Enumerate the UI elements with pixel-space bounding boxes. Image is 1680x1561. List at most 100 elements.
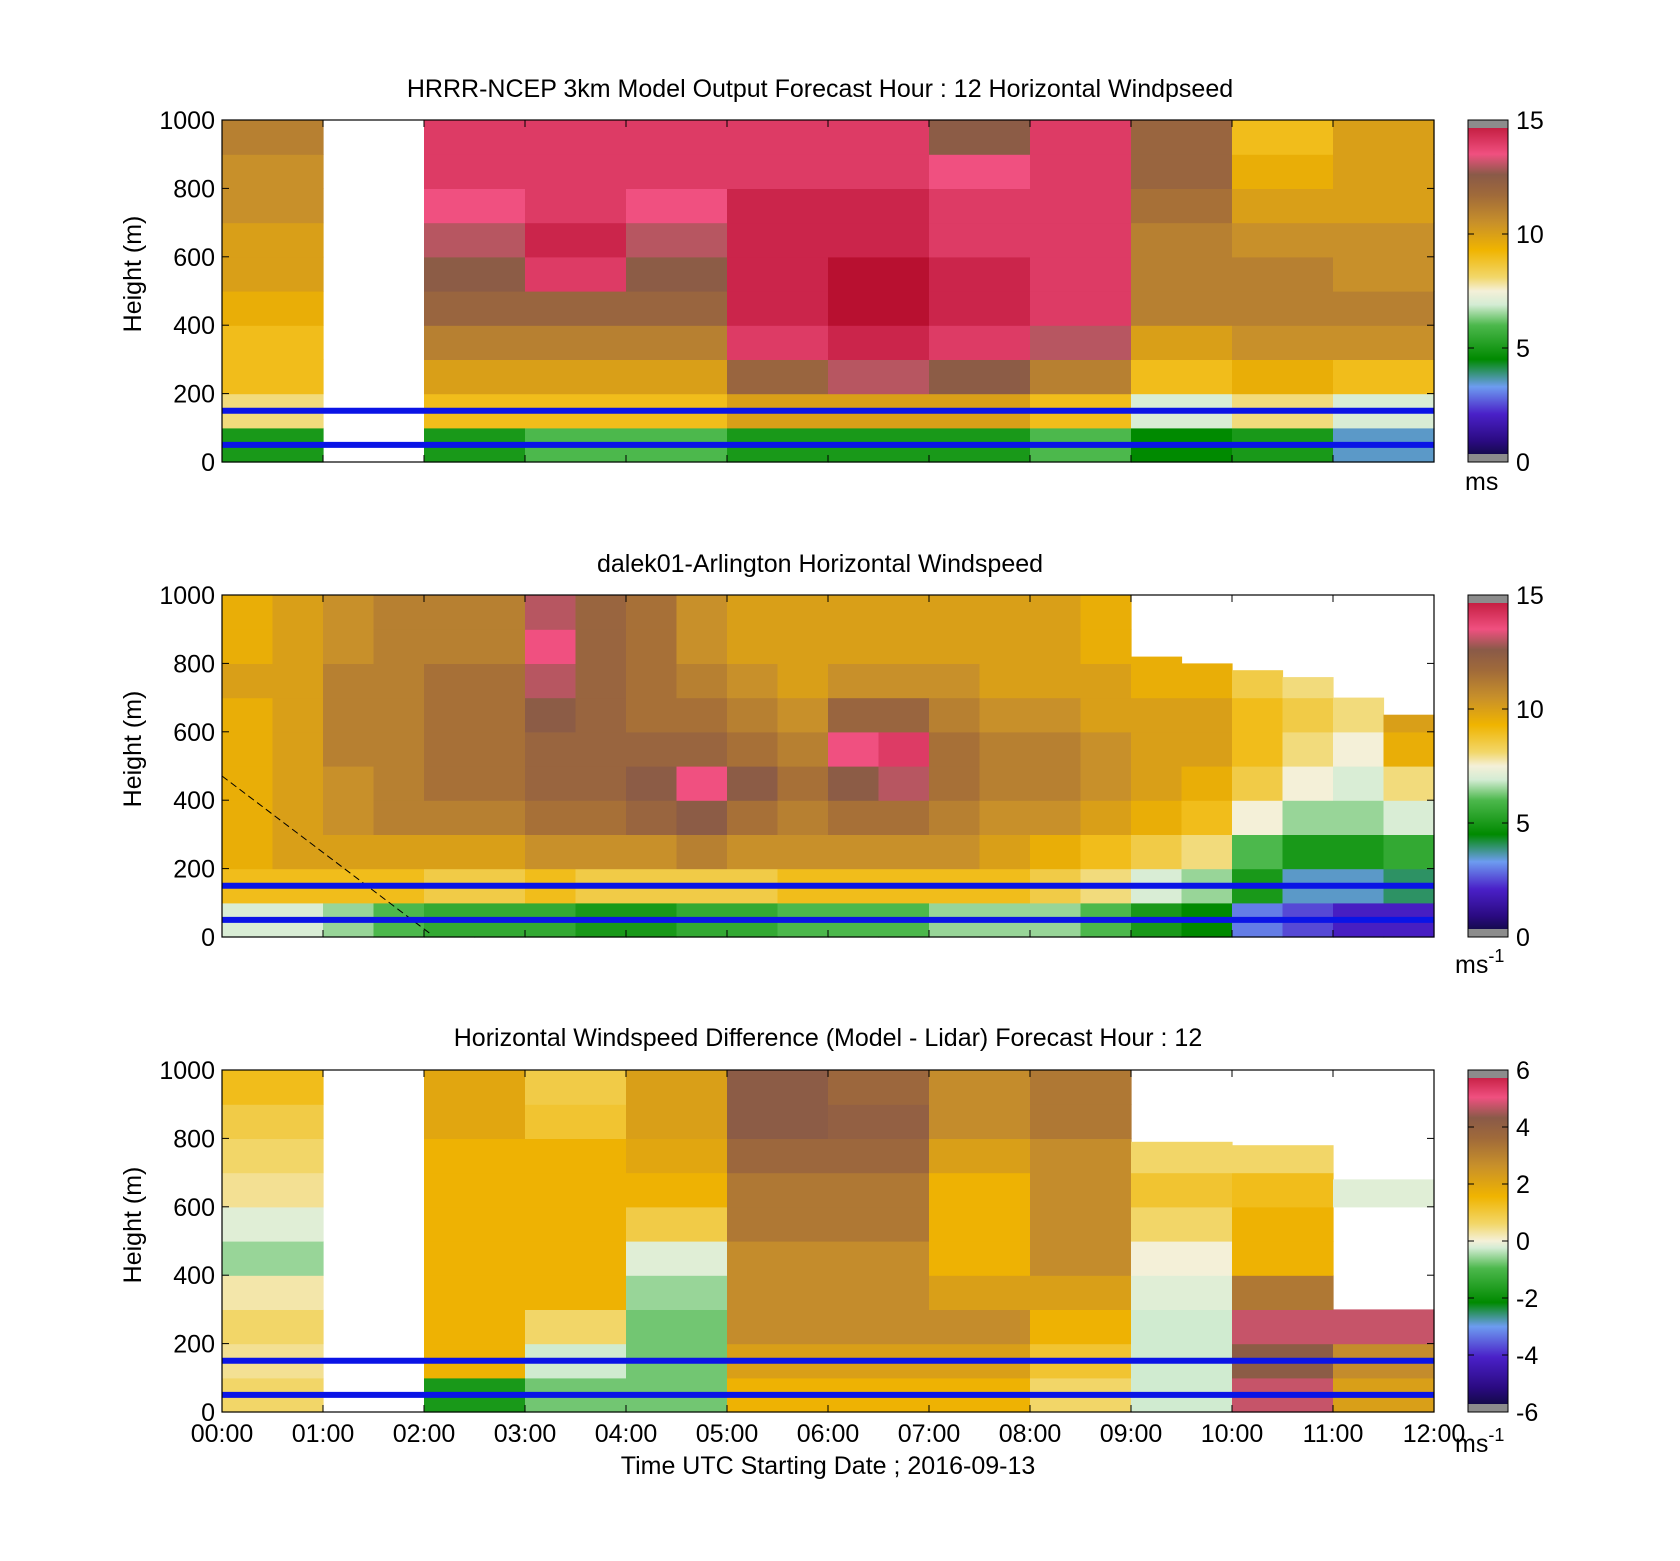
x-tick-label: 01:00 xyxy=(292,1420,355,1448)
heatmap-cell xyxy=(373,731,425,767)
heatmap-cell xyxy=(828,188,930,224)
heatmap-cell xyxy=(727,1070,829,1105)
x-tick-label: 05:00 xyxy=(696,1420,759,1448)
heatmap-cell xyxy=(626,834,678,870)
heatmap-cell xyxy=(626,663,678,699)
heatmap-cell xyxy=(1232,1275,1334,1310)
heatmap-cell xyxy=(525,595,577,630)
heatmap-cell xyxy=(727,834,779,870)
heatmap-cell xyxy=(1181,800,1233,835)
heatmap-cell xyxy=(1030,1206,1132,1242)
heatmap-cell xyxy=(1030,595,1082,630)
heatmap-cell xyxy=(1333,834,1385,870)
heatmap-cell xyxy=(424,154,526,189)
heatmap-cell xyxy=(1030,325,1132,360)
heatmap-cell xyxy=(1131,766,1183,801)
heatmap-cell xyxy=(929,1070,1031,1105)
heatmap-cell xyxy=(525,1206,627,1242)
panel-lidar-axes: 0 200 400 600 800 1000 xyxy=(159,582,1435,952)
heatmap-cell xyxy=(979,834,1031,870)
heatmap-cell xyxy=(222,291,324,326)
heatmap-cell xyxy=(1131,1206,1233,1242)
heatmap-cell xyxy=(222,1138,324,1174)
heatmap-cell xyxy=(727,325,829,360)
panel-lidar-title: dalek01-Arlington Horizontal Windspeed xyxy=(597,550,1043,578)
heatmap-cell xyxy=(1030,1275,1132,1310)
heatmap-cell xyxy=(676,663,728,699)
y-tick-label: 800 xyxy=(173,175,215,203)
heatmap-cell xyxy=(474,629,526,664)
heatmap-cell xyxy=(424,1104,526,1139)
heatmap-cell xyxy=(929,731,981,767)
heatmap-cell xyxy=(1232,222,1334,258)
colorbar-frame xyxy=(1467,119,1509,463)
colorbar-frame xyxy=(1467,594,1509,938)
heatmap-cell xyxy=(222,1275,324,1310)
heatmap-cell xyxy=(1333,222,1435,258)
heatmap-cell xyxy=(727,256,829,292)
heatmap-cell xyxy=(979,629,1031,664)
heatmap-cell xyxy=(1232,325,1334,360)
heatmap-cell xyxy=(727,1104,829,1139)
heatmap-cell xyxy=(626,697,678,733)
heatmap-cell xyxy=(727,154,829,189)
heatmap-cell xyxy=(525,1241,627,1276)
heatmap-cell xyxy=(727,1275,829,1310)
heatmap-cell xyxy=(727,697,779,733)
colorbar-tick-label: 4 xyxy=(1516,1114,1530,1142)
heatmap-cell xyxy=(222,1172,324,1208)
colorbar-gradient xyxy=(1468,1070,1508,1412)
heatmap-cell xyxy=(1030,188,1132,224)
heatmap-cell xyxy=(1232,120,1334,155)
heatmap-cell xyxy=(1080,697,1132,733)
heatmap-cell xyxy=(828,1104,930,1139)
heatmap-cell xyxy=(1181,697,1233,733)
heatmap-cell xyxy=(828,325,930,360)
heatmap-cell xyxy=(929,800,981,835)
heatmap-cell xyxy=(626,1309,728,1345)
y-tick-label: 400 xyxy=(173,1262,215,1290)
panel-difference-title: Horizontal Windspeed Difference (Model -… xyxy=(454,1024,1202,1052)
heatmap-cell xyxy=(222,325,324,360)
heatmap-cell xyxy=(929,222,1031,258)
heatmap-cell xyxy=(929,256,1031,292)
heatmap-cell xyxy=(929,766,981,801)
heatmap-cell xyxy=(626,595,678,630)
heatmap-cell xyxy=(323,766,375,801)
heatmap-cell xyxy=(1232,1206,1334,1242)
heatmap-cell xyxy=(878,731,930,767)
heatmap-cell xyxy=(272,834,324,870)
heatmap-cell xyxy=(727,359,829,395)
heatmap-cell xyxy=(1131,291,1233,326)
heatmap-cell xyxy=(424,595,476,630)
heatmap-cell xyxy=(626,256,728,292)
heatmap-cell xyxy=(1333,154,1435,189)
x-tick-label: 11:00 xyxy=(1303,1420,1364,1448)
heatmap-cell xyxy=(828,1275,930,1310)
heatmap-cell xyxy=(1030,800,1082,835)
heatmap-cell xyxy=(525,834,577,870)
heatmap-cell xyxy=(1131,1275,1233,1310)
heatmap-cell xyxy=(777,697,829,733)
heatmap-cell xyxy=(424,256,526,292)
heatmap-cell xyxy=(1080,766,1132,801)
heatmap-cell xyxy=(424,1241,526,1276)
panel-difference: Horizontal Windspeed Difference (Model -… xyxy=(119,1024,1538,1480)
y-tick-label: 600 xyxy=(173,244,215,272)
heatmap-cell xyxy=(1030,1241,1132,1276)
heatmap-cell xyxy=(1232,800,1284,835)
heatmap-cell xyxy=(1030,1138,1132,1174)
colorbar-tick-label: -6 xyxy=(1516,1399,1538,1427)
panel-lidar-reference-lines xyxy=(222,882,1434,923)
heatmap-cell xyxy=(828,1309,930,1345)
heatmap-cell xyxy=(575,629,627,664)
heatmap-cell xyxy=(1333,256,1435,292)
heatmap-cell xyxy=(373,697,425,733)
heatmap-cell xyxy=(474,663,526,699)
heatmap-cell xyxy=(878,766,930,801)
heatmap-cell xyxy=(424,1138,526,1174)
heatmap-cell xyxy=(1232,291,1334,326)
heatmap-cell xyxy=(1333,325,1435,360)
heatmap-cell xyxy=(727,1206,829,1242)
heatmap-cell xyxy=(929,325,1031,360)
